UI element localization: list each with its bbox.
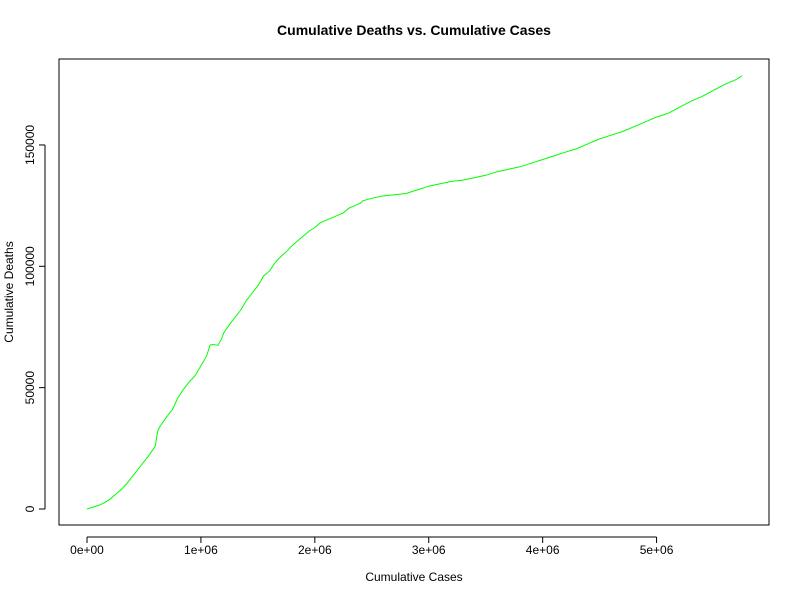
x-tick-label: 4e+06 bbox=[526, 543, 560, 557]
x-tick-label: 1e+06 bbox=[184, 543, 218, 557]
y-tick-label: 50000 bbox=[23, 371, 37, 405]
y-tick-label: 150000 bbox=[23, 125, 37, 165]
y-tick-label: 0 bbox=[23, 505, 37, 512]
x-tick-label: 5e+06 bbox=[640, 543, 674, 557]
x-axis-label: Cumulative Cases bbox=[365, 570, 462, 584]
plot-frame bbox=[58, 58, 770, 526]
x-tick-label: 0e+00 bbox=[70, 543, 104, 557]
x-axis: 0e+00 1e+06 2e+06 3e+06 4e+06 5e+06 bbox=[70, 536, 674, 557]
x-tick-label: 3e+06 bbox=[412, 543, 446, 557]
series-line bbox=[86, 75, 743, 510]
x-tick-label: 2e+06 bbox=[298, 543, 332, 557]
y-axis-label: Cumulative Deaths bbox=[2, 241, 16, 342]
y-axis: 0 50000 100000 150000 bbox=[23, 125, 46, 512]
chart-title: Cumulative Deaths vs. Cumulative Cases bbox=[277, 22, 551, 38]
y-tick-label: 100000 bbox=[23, 246, 37, 286]
